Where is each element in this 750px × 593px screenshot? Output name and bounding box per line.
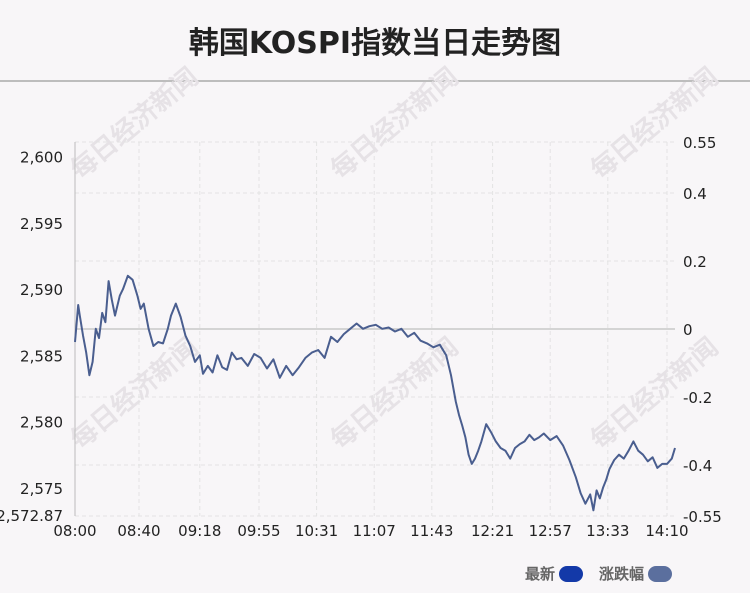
watermark: 每日经济新闻 (65, 61, 204, 185)
legend-swatch-latest[interactable] (558, 565, 583, 582)
watermark: 每日经济新闻 (325, 61, 464, 185)
x-tick-label: 13:33 (586, 522, 629, 540)
x-tick-label: 11:43 (410, 522, 453, 540)
chart-title: 韩国KOSPI指数当日走势图 (188, 26, 562, 61)
x-tick-label: 10:31 (295, 522, 338, 540)
right-tick-label: -0.55 (683, 508, 722, 526)
watermark: 每日经济新闻 (585, 61, 724, 185)
left-tick-label: 2,600 (20, 149, 63, 167)
right-tick-label: -0.4 (683, 457, 712, 475)
x-tick-label: 09:55 (237, 522, 280, 540)
left-tick-label: 2,590 (20, 281, 63, 299)
right-tick-label: 0 (683, 321, 693, 339)
x-tick-label: 12:21 (471, 522, 514, 540)
x-tick-label: 11:07 (353, 522, 396, 540)
right-tick-label: 0.2 (683, 253, 707, 271)
right-tick-label: 0.55 (683, 134, 716, 152)
legend-swatch-change[interactable] (648, 565, 672, 582)
kospi-price-line (74, 274, 676, 512)
x-tick-label: 14:10 (645, 522, 688, 540)
legend: 最新 涨跌幅 (525, 563, 688, 584)
x-tick-label: 09:18 (178, 522, 221, 540)
x-tick-label: 08:40 (117, 522, 160, 540)
left-tick-label: 2,595 (20, 215, 63, 233)
x-tick-label: 08:00 (53, 522, 96, 540)
left-min-label: 2,572.87 (0, 507, 63, 525)
right-tick-label: -0.2 (683, 389, 712, 407)
legend-label-change: 涨跌幅 (598, 565, 644, 583)
x-tick-label: 12:57 (529, 522, 572, 540)
title-divider (0, 80, 750, 82)
left-tick-label: 2,580 (20, 414, 63, 432)
left-tick-label: 2,585 (20, 347, 63, 365)
left-tick-label: 2,575 (20, 480, 63, 498)
legend-label-latest: 最新 (524, 565, 555, 583)
right-tick-label: 0.4 (683, 185, 707, 203)
